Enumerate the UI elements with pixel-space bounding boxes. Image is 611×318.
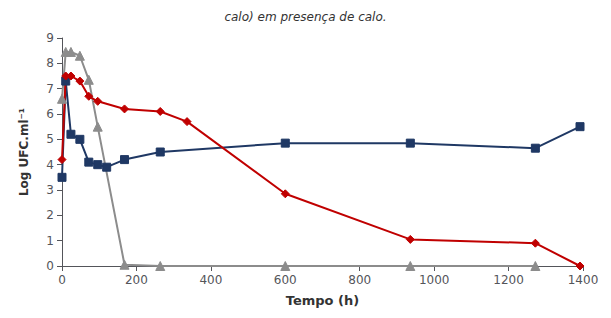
svg-text:1400: 1400 [568, 273, 599, 287]
svg-text:1200: 1200 [493, 273, 524, 287]
svg-text:200: 200 [125, 273, 148, 287]
svg-text:5: 5 [46, 132, 54, 146]
svg-text:800: 800 [348, 273, 371, 287]
svg-text:9: 9 [46, 31, 54, 45]
svg-text:3: 3 [46, 183, 54, 197]
svg-text:6: 6 [46, 107, 54, 121]
svg-text:400: 400 [199, 273, 222, 287]
svg-text:calo) em presença de calo.: calo) em presença de calo. [224, 10, 386, 24]
svg-text:Tempo (h): Tempo (h) [286, 293, 359, 308]
svg-text:2: 2 [46, 208, 54, 222]
svg-text:Log UFC.ml⁻¹: Log UFC.ml⁻¹ [17, 108, 31, 196]
svg-text:7: 7 [46, 82, 54, 96]
svg-text:1000: 1000 [419, 273, 450, 287]
svg-text:8: 8 [46, 56, 54, 70]
svg-text:600: 600 [274, 273, 297, 287]
svg-text:0: 0 [58, 273, 66, 287]
svg-text:0: 0 [46, 259, 54, 273]
svg-text:4: 4 [46, 158, 54, 172]
svg-text:1: 1 [46, 234, 54, 248]
